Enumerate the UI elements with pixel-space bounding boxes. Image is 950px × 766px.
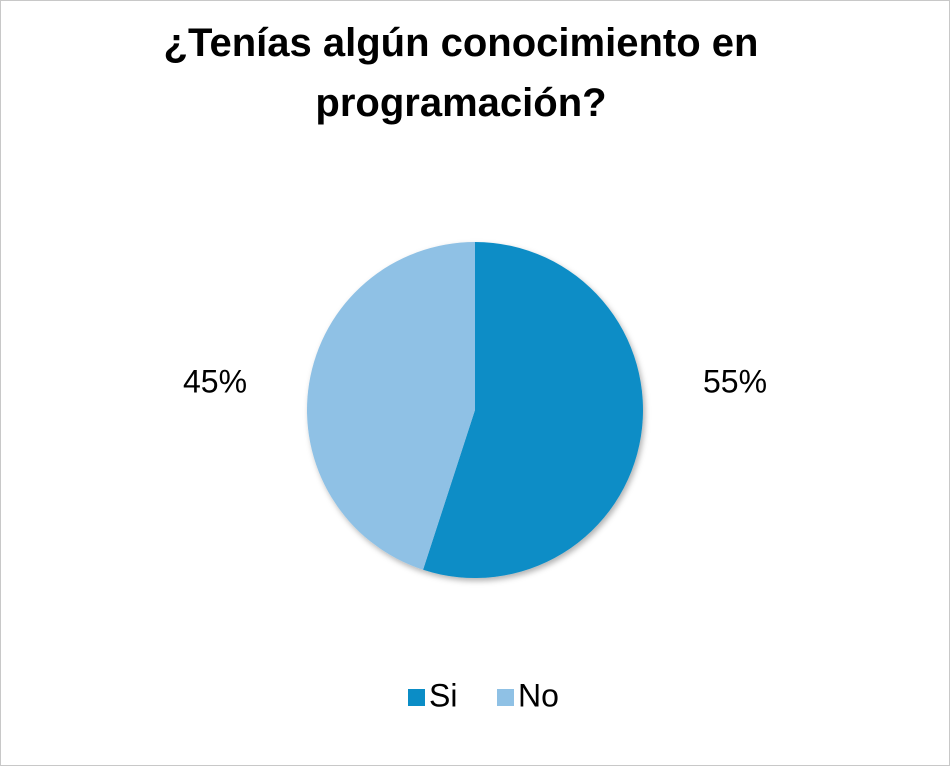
legend-swatch — [497, 689, 514, 706]
pie-slice — [423, 242, 643, 578]
data-label: 45% — [183, 363, 247, 399]
legend-label: No — [518, 677, 559, 713]
chart-title: ¿Tenías algún conocimiento en programaci… — [163, 21, 759, 125]
pie — [307, 242, 643, 578]
pie-slice — [307, 242, 475, 570]
data-label: 55% — [703, 363, 767, 399]
legend-swatch — [408, 689, 425, 706]
legend-label: Si — [429, 677, 457, 713]
